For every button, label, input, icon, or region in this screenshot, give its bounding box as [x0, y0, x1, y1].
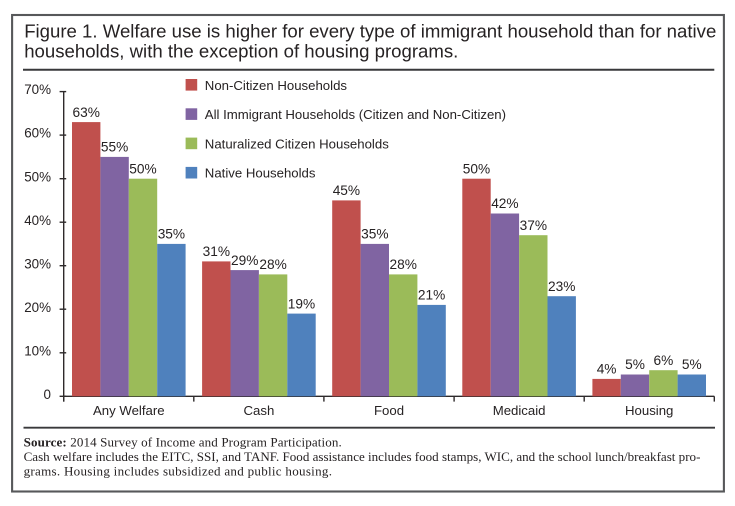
svg-text:20%: 20% — [24, 300, 51, 315]
svg-text:55%: 55% — [101, 140, 128, 155]
svg-text:63%: 63% — [72, 105, 99, 120]
svg-text:Cash welfare includes the EITC: Cash welfare includes the EITC, SSI, and… — [24, 449, 701, 464]
svg-text:21%: 21% — [418, 288, 445, 303]
svg-text:45%: 45% — [333, 183, 360, 198]
svg-text:Non-Citizen Households: Non-Citizen Households — [205, 78, 348, 93]
svg-text:6%: 6% — [654, 353, 674, 368]
svg-text:28%: 28% — [259, 257, 286, 272]
svg-text:31%: 31% — [203, 244, 230, 259]
svg-text:4%: 4% — [597, 362, 617, 377]
svg-text:60%: 60% — [24, 126, 51, 141]
svg-text:households, with the exception: households, with the exception of housin… — [24, 40, 458, 61]
svg-text:50%: 50% — [129, 161, 156, 176]
svg-text:0: 0 — [44, 387, 51, 402]
svg-text:5%: 5% — [682, 357, 702, 372]
svg-text:50%: 50% — [24, 169, 51, 184]
svg-text:30%: 30% — [24, 256, 51, 271]
svg-text:Medicaid: Medicaid — [493, 403, 546, 418]
svg-text:Source: 2014 Survey of Income: Source: 2014 Survey of Income and Progra… — [24, 434, 342, 449]
svg-text:grams. Housing includes subsid: grams. Housing includes subsidized and p… — [24, 463, 333, 478]
svg-text:Any Welfare: Any Welfare — [93, 403, 165, 418]
svg-text:42%: 42% — [491, 196, 518, 211]
svg-text:19%: 19% — [288, 296, 315, 311]
svg-text:35%: 35% — [158, 227, 185, 242]
svg-text:Cash: Cash — [244, 403, 275, 418]
svg-text:37%: 37% — [520, 218, 547, 233]
svg-text:29%: 29% — [231, 253, 258, 268]
svg-text:23%: 23% — [548, 279, 575, 294]
svg-text:50%: 50% — [463, 161, 490, 176]
svg-text:40%: 40% — [24, 213, 51, 228]
svg-text:Figure 1. Welfare use is highe: Figure 1. Welfare use is higher for ever… — [24, 20, 716, 41]
svg-text:Housing: Housing — [625, 403, 673, 418]
svg-text:Food: Food — [374, 403, 404, 418]
svg-text:28%: 28% — [389, 257, 416, 272]
svg-text:Naturalized Citizen Households: Naturalized Citizen Households — [205, 136, 389, 151]
svg-text:5%: 5% — [625, 357, 645, 372]
svg-text:All Immigrant Households (Citi: All Immigrant Households (Citizen and No… — [205, 107, 506, 122]
svg-text:10%: 10% — [24, 343, 51, 358]
svg-text:70%: 70% — [24, 82, 51, 97]
svg-text:35%: 35% — [361, 227, 388, 242]
svg-text:Native Households: Native Households — [205, 166, 316, 181]
